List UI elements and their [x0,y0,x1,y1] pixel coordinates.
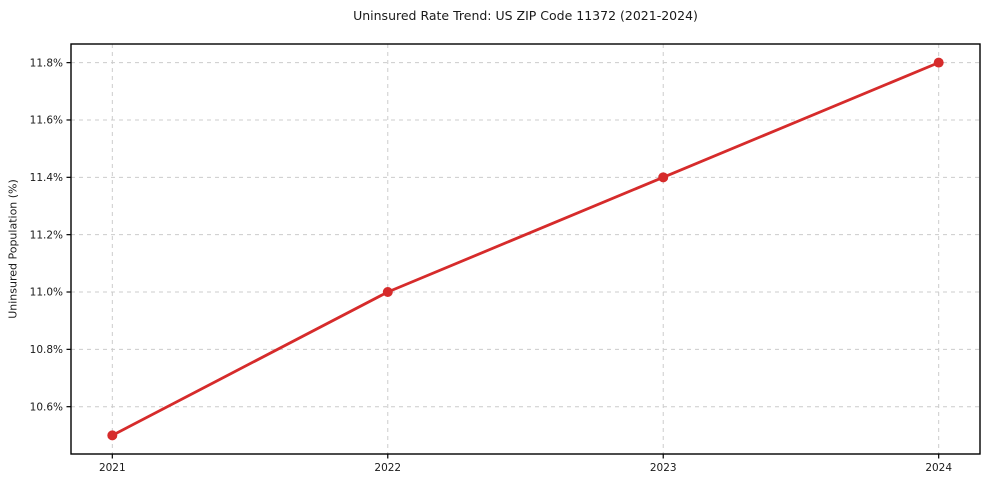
data-point-marker [658,172,669,183]
y-tick-label: 10.8% [30,344,63,356]
x-tick-label: 2021 [99,462,126,474]
plot-border [70,43,981,455]
trend-line [110,61,941,437]
y-tick-label: 11.6% [30,115,63,127]
data-point-marker [107,430,118,441]
chart-title: Uninsured Rate Trend: US ZIP Code 11372 … [353,8,698,23]
data-point-marker [382,287,393,298]
y-tick-label: 11.8% [30,57,63,69]
x-tick-label: 2023 [650,462,677,474]
x-tick-label: 2024 [925,462,952,474]
y-tick-label: 10.6% [30,401,63,413]
y-tick-label: 11.0% [30,287,63,299]
data-point-marker [933,57,944,68]
y-axis-label: Uninsured Population (%) [6,179,20,319]
y-tick-label: 11.2% [30,229,63,241]
y-tick-label: 11.4% [30,172,63,184]
x-tick-label: 2022 [374,462,401,474]
